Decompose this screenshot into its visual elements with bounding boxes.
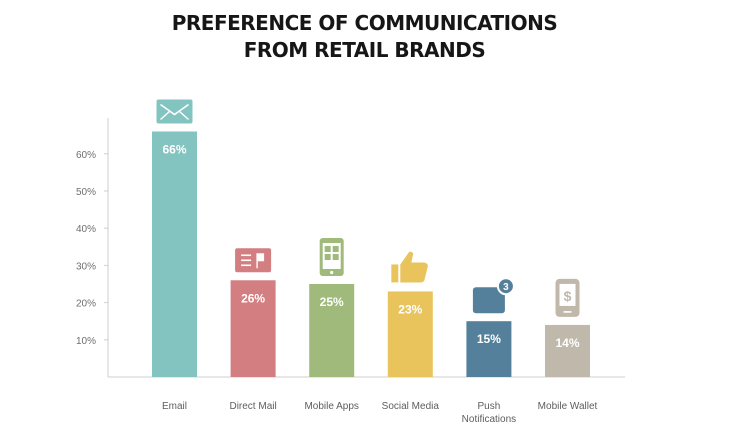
chart-title: PREFERENCE OF COMMUNICATIONS FROM RETAIL… [0,10,729,64]
notification-badge-count: 3 [503,282,509,293]
chart-title-line-1: PREFERENCE OF COMMUNICATIONS [171,11,558,35]
y-tick-label: 10% [76,336,96,347]
bar-push-notifications [466,321,512,377]
bar-value-label: 66% [162,142,186,156]
mobile-wallet-icon: $ [555,278,580,317]
bar-value-label: 15% [477,332,501,346]
y-tick-label: 20% [76,299,96,310]
y-tick-label: 40% [76,224,96,235]
x-category-label: Mobile Wallet [538,401,598,412]
bar-value-label: 26% [241,291,265,305]
x-category-label: Direct Mail [229,401,276,412]
x-category-label: Email [162,401,187,412]
y-tick-label: 60% [76,150,96,161]
bar-social-media [387,291,433,377]
x-category-label: Push Notifications [462,401,516,425]
y-tick-label: 30% [76,261,96,272]
chart-title-line-2: FROM RETAIL BRANDS [243,38,486,62]
bar-mobile-apps [309,284,355,377]
svg-text:$: $ [564,288,572,304]
bar-mobile-wallet [545,324,590,377]
bar-email [152,131,197,377]
bar-value-label: 14% [555,336,579,350]
bar-value-label: 25% [320,295,344,309]
x-category-label: Social Media [382,401,440,412]
mailbox-icon [235,248,272,273]
notification-icon: 3 [472,277,515,314]
bar-value-label: 23% [398,302,422,316]
y-tick-label: 50% [76,187,96,198]
mobile-app-icon [319,238,344,276]
envelope-icon [156,99,193,124]
thumbs-up-icon [391,251,428,283]
x-category-label: Mobile Apps [304,401,358,412]
bar-direct-mail [230,280,276,377]
